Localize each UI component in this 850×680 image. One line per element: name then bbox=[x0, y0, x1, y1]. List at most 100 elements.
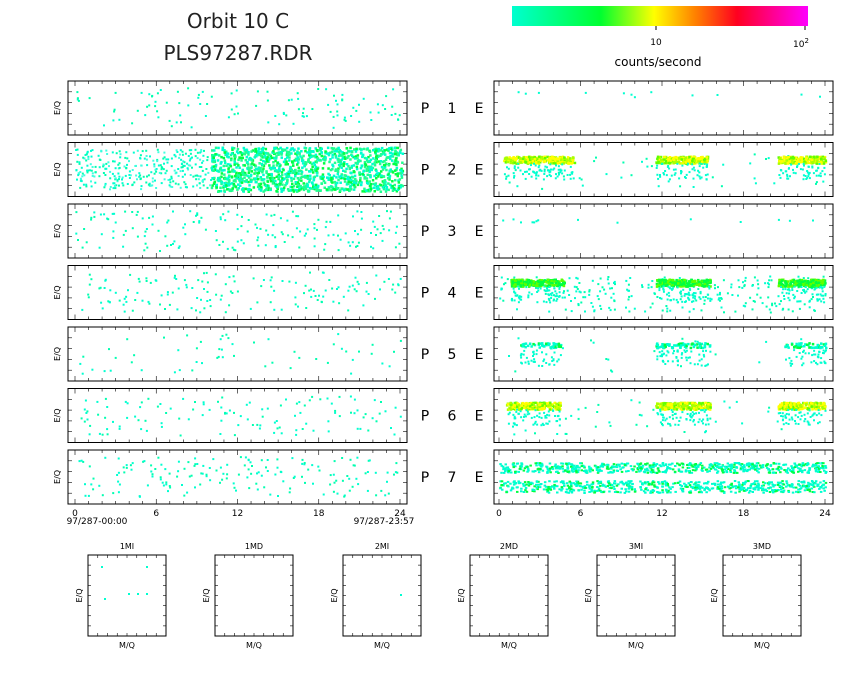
count-pixel bbox=[739, 221, 742, 223]
count-pixel bbox=[391, 184, 394, 188]
count-pixel bbox=[253, 341, 255, 344]
count-pixel bbox=[266, 152, 270, 155]
count-pixel bbox=[684, 177, 687, 179]
p-panel-ylabel: E/Q bbox=[53, 285, 62, 299]
count-pixel bbox=[143, 235, 146, 238]
count-pixel bbox=[173, 371, 176, 374]
count-pixel bbox=[342, 169, 345, 172]
count-pixel bbox=[347, 175, 350, 179]
count-pixel bbox=[556, 360, 559, 363]
count-pixel bbox=[392, 162, 395, 166]
count-pixel bbox=[805, 290, 808, 293]
count-pixel bbox=[672, 352, 675, 355]
count-pixel bbox=[297, 161, 300, 164]
count-pixel bbox=[545, 280, 548, 284]
count-pixel bbox=[375, 161, 378, 164]
count-pixel bbox=[203, 178, 206, 181]
count-pixel bbox=[215, 239, 218, 242]
count-pixel bbox=[357, 181, 361, 184]
count-pixel bbox=[310, 155, 313, 158]
count-pixel bbox=[294, 168, 297, 172]
count-pixel bbox=[237, 158, 240, 162]
count-pixel bbox=[157, 116, 160, 119]
count-pixel bbox=[396, 153, 399, 156]
count-pixel bbox=[353, 180, 356, 183]
count-pixel bbox=[124, 156, 127, 159]
count-pixel bbox=[317, 184, 320, 188]
count-pixel bbox=[148, 93, 151, 96]
count-pixel bbox=[786, 173, 789, 176]
p-panel-3 bbox=[67, 203, 408, 259]
count-pixel bbox=[281, 173, 284, 177]
count-pixel bbox=[801, 168, 804, 171]
count-pixel bbox=[168, 119, 171, 122]
count-pixel bbox=[214, 163, 218, 167]
count-pixel bbox=[320, 147, 323, 150]
count-pixel bbox=[535, 177, 538, 180]
count-pixel bbox=[692, 186, 695, 188]
count-pixel bbox=[541, 283, 544, 286]
p-panel-ylabel: E/Q bbox=[53, 347, 62, 361]
count-pixel bbox=[799, 280, 802, 283]
count-pixel bbox=[294, 303, 297, 306]
count-pixel bbox=[155, 279, 158, 282]
count-pixel bbox=[562, 284, 566, 288]
count-pixel bbox=[397, 184, 401, 188]
count-pixel bbox=[700, 284, 704, 287]
count-pixel bbox=[83, 174, 86, 177]
count-pixel bbox=[242, 242, 245, 245]
count-pixel bbox=[693, 297, 696, 300]
count-pixel bbox=[537, 342, 541, 345]
count-pixel bbox=[401, 161, 404, 164]
count-pixel bbox=[314, 154, 318, 157]
count-pixel bbox=[795, 282, 798, 286]
count-pixel bbox=[294, 188, 298, 192]
count-pixel bbox=[806, 288, 809, 291]
count-pixel bbox=[786, 344, 789, 347]
count-pixel bbox=[212, 182, 216, 185]
count-pixel bbox=[267, 158, 271, 161]
count-pixel bbox=[376, 154, 380, 157]
count-pixel bbox=[668, 282, 671, 286]
count-pixel bbox=[107, 218, 110, 221]
count-pixel bbox=[245, 179, 248, 182]
count-pixel bbox=[195, 347, 198, 350]
count-pixel bbox=[613, 300, 616, 303]
count-pixel bbox=[242, 146, 246, 150]
count-pixel bbox=[182, 164, 185, 167]
count-pixel bbox=[302, 115, 305, 118]
count-pixel bbox=[311, 108, 314, 110]
count-pixel bbox=[288, 153, 291, 156]
count-pixel bbox=[201, 280, 204, 283]
count-pixel bbox=[559, 343, 563, 347]
count-pixel bbox=[691, 293, 694, 296]
count-pixel bbox=[212, 165, 216, 168]
count-pixel bbox=[537, 161, 540, 164]
count-pixel bbox=[539, 342, 543, 345]
count-pixel bbox=[308, 289, 311, 292]
count-pixel bbox=[77, 239, 79, 241]
count-pixel bbox=[296, 92, 299, 95]
count-pixel bbox=[247, 151, 250, 154]
count-pixel bbox=[706, 284, 709, 288]
count-pixel bbox=[543, 168, 546, 171]
count-pixel bbox=[211, 168, 214, 172]
count-pixel bbox=[393, 169, 397, 172]
count-pixel bbox=[342, 152, 346, 155]
count-pixel bbox=[578, 177, 581, 180]
count-pixel bbox=[819, 293, 822, 296]
count-pixel bbox=[519, 354, 522, 357]
count-pixel bbox=[291, 185, 294, 189]
count-pixel bbox=[664, 159, 668, 163]
count-pixel bbox=[340, 173, 343, 176]
count-pixel bbox=[343, 116, 346, 119]
count-pixel bbox=[756, 279, 759, 282]
count-pixel bbox=[656, 157, 659, 161]
count-pixel bbox=[261, 169, 265, 172]
count-pixel bbox=[808, 306, 811, 309]
count-pixel bbox=[231, 292, 234, 294]
count-pixel bbox=[394, 173, 398, 176]
count-pixel bbox=[807, 173, 810, 176]
count-pixel bbox=[123, 310, 126, 313]
count-pixel bbox=[662, 287, 665, 290]
